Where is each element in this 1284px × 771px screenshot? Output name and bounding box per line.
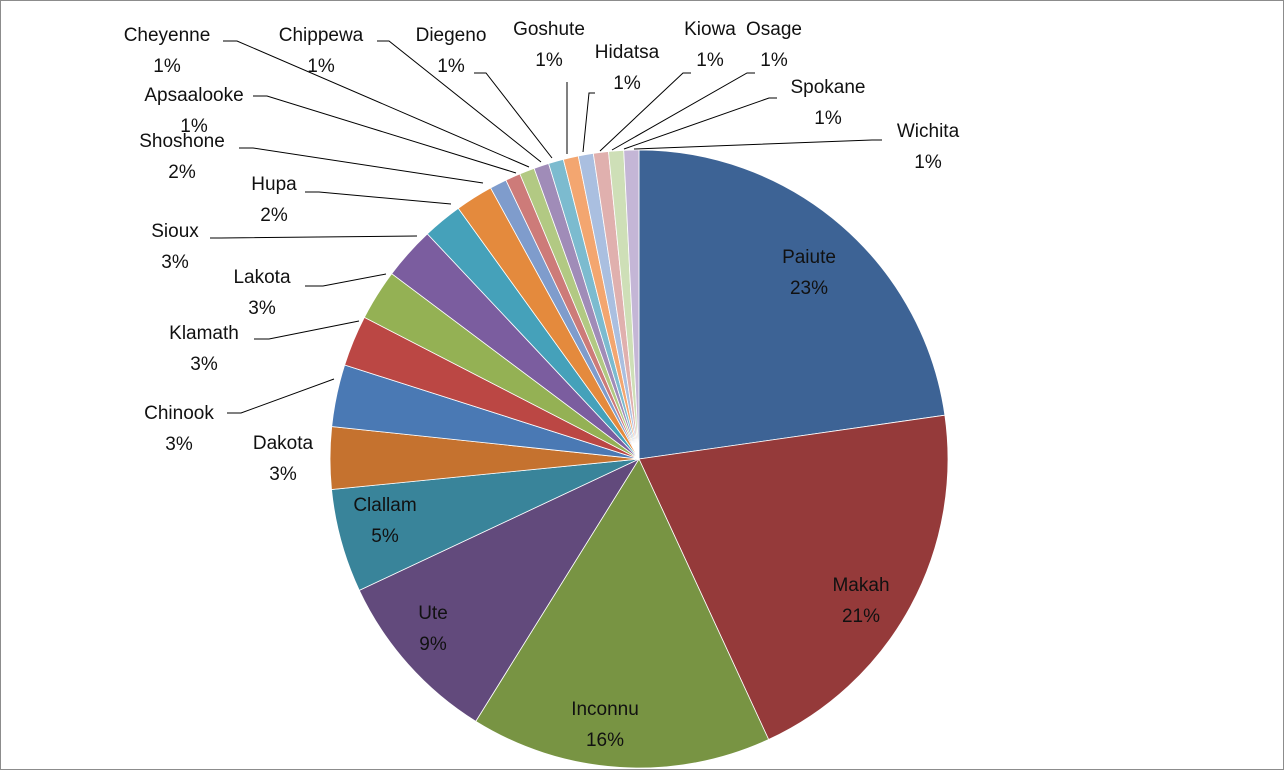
- slice-percent-hidatsa: 1%: [613, 73, 641, 94]
- slice-name-apsaalooke: Apsaalooke: [144, 85, 243, 106]
- slice-percent-cheyenne: 1%: [153, 56, 181, 77]
- leader-line-sioux: [210, 235, 418, 239]
- slice-inconnu: [475, 458, 770, 769]
- slice-name-kiowa: Kiowa: [684, 19, 736, 40]
- slice-name-goshute: Goshute: [513, 19, 585, 40]
- leader-line-hupa: [305, 191, 452, 205]
- leader-line-hidatsa: [582, 92, 595, 153]
- slice-percent-makah: 21%: [842, 606, 880, 627]
- slice-name-makah: Makah: [832, 575, 889, 596]
- leader-line-chinook: [227, 378, 335, 414]
- slice-percent-osage: 1%: [760, 50, 788, 71]
- slice-percent-apsaalooke: 1%: [180, 116, 208, 137]
- slice-name-sioux: Sioux: [151, 221, 199, 242]
- leader-line-diegeno: [474, 72, 553, 159]
- leader-lines: [210, 40, 882, 414]
- slice-percent-ute: 9%: [419, 634, 447, 655]
- leader-line-spokane: [623, 97, 777, 150]
- slice-name-diegeno: Diegeno: [416, 25, 487, 46]
- slice-name-osage: Osage: [746, 19, 802, 40]
- slice-name-wichita: Wichita: [897, 121, 960, 142]
- slice-name-klamath: Klamath: [169, 323, 239, 344]
- slice-labels: Paiute 23% Makah 21% Inconnu 16% Ute 9% Clallam 5…: [124, 19, 960, 751]
- slice-percent-sioux: 3%: [161, 252, 189, 273]
- slice-name-spokane: Spokane: [790, 77, 865, 98]
- slice-ute: [358, 458, 641, 722]
- slice-name-dakota: Dakota: [253, 433, 314, 454]
- leader-line-osage: [611, 72, 755, 151]
- leader-line-chippewa: [377, 40, 542, 163]
- slice-paiute: [638, 149, 946, 460]
- slice-name-chippewa: Chippewa: [279, 25, 364, 46]
- slice-name-hidatsa: Hidatsa: [595, 42, 660, 63]
- leader-line-klamath: [254, 320, 360, 340]
- slice-percent-klamath: 3%: [190, 354, 218, 375]
- slice-percent-diegeno: 1%: [437, 56, 465, 77]
- slice-name-hupa: Hupa: [251, 174, 297, 195]
- slice-percent-goshute: 1%: [535, 50, 563, 71]
- slice-name-cheyenne: Cheyenne: [124, 25, 211, 46]
- slice-percent-kiowa: 1%: [696, 50, 724, 71]
- slice-percent-spokane: 1%: [814, 108, 842, 129]
- slice-percent-paiute: 23%: [790, 278, 828, 299]
- slice-name-inconnu: Inconnu: [571, 699, 639, 720]
- slice-percent-chinook: 3%: [165, 434, 193, 455]
- slice-percent-hupa: 2%: [260, 205, 288, 226]
- slice-name-lakota: Lakota: [233, 267, 290, 288]
- slice-percent-inconnu: 16%: [586, 730, 624, 751]
- slice-name-clallam: Clallam: [353, 495, 416, 516]
- leader-line-apsaalooke: [253, 95, 517, 174]
- slice-percent-dakota: 3%: [269, 464, 297, 485]
- slice-name-ute: Ute: [418, 603, 448, 624]
- slice-wichita: [623, 149, 640, 460]
- leader-line-kiowa: [599, 72, 691, 152]
- slice-name-paiute: Paiute: [782, 247, 836, 268]
- leader-line-wichita: [633, 139, 882, 150]
- slice-percent-lakota: 3%: [248, 298, 276, 319]
- leader-line-lakota: [305, 273, 387, 287]
- slice-percent-chippewa: 1%: [307, 56, 335, 77]
- leader-line-shoshone: [239, 147, 484, 184]
- pie-slices: [329, 149, 949, 769]
- slice-name-chinook: Chinook: [144, 403, 214, 424]
- slice-percent-shoshone: 2%: [168, 162, 196, 183]
- leader-line-cheyenne: [223, 40, 530, 168]
- slice-makah: [638, 414, 949, 741]
- slice-percent-wichita: 1%: [914, 152, 942, 173]
- slice-percent-clallam: 5%: [371, 526, 399, 547]
- slice-name-shoshone: Shoshone: [139, 131, 225, 152]
